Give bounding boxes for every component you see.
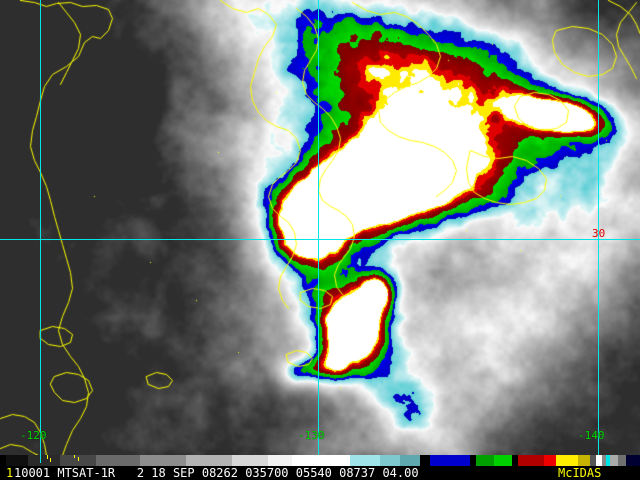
stray-coastline-glyph: 1 [6, 466, 14, 480]
colorbar-segment [380, 455, 400, 466]
colorbar-segment [610, 455, 618, 466]
colorbar-segment [420, 455, 430, 466]
coastline-stub-a [47, 455, 48, 459]
lon-label-130: -130 [298, 429, 325, 442]
colorbar-segment [556, 455, 578, 466]
colorbar-segment [626, 455, 640, 466]
mcidas-branding: McIDAS [558, 466, 602, 480]
colorbar-segment [476, 455, 494, 466]
data-bar-text-row: 10001 MTSAT-1R 2 18 SEP 08262 035700 055… [0, 466, 640, 480]
lon-label-140: -140 [578, 429, 605, 442]
data-bar-label: 10001 MTSAT-1R 2 18 SEP 08262 035700 055… [14, 466, 419, 480]
gridline-lon-140 [598, 0, 599, 455]
colorbar-segment [606, 455, 610, 466]
colorbar-segment [430, 455, 470, 466]
coastline-stub-d [78, 457, 79, 461]
colorbar-segment [232, 455, 268, 466]
colorbar-segment [400, 455, 420, 466]
satellite-imagery-canvas[interactable] [0, 0, 640, 455]
colorbar-segment [596, 455, 602, 466]
lat-label-30: 30 [592, 227, 606, 240]
gridline-lon-130 [318, 0, 319, 455]
data-bar: 10001 MTSAT-1R 2 18 SEP 08262 035700 055… [0, 455, 640, 480]
colorbar-segment [590, 455, 596, 466]
colorbar-segment [6, 455, 28, 466]
enhancement-colorbar [0, 455, 640, 466]
colorbar-segment [292, 455, 350, 466]
colorbar-segment [544, 455, 556, 466]
colorbar-segment [140, 455, 186, 466]
colorbar-segment [494, 455, 512, 466]
satellite-image-area[interactable]: -120 -130 -140 30 [0, 0, 640, 455]
gridline-stub-lon-120 [40, 455, 41, 463]
colorbar-segment [0, 455, 6, 466]
colorbar-segment [96, 455, 140, 466]
colorbar-segment [578, 455, 590, 466]
colorbar-segment [186, 455, 232, 466]
colorbar-segment [512, 455, 518, 466]
lon-label-120: -120 [20, 429, 47, 442]
colorbar-segment [28, 455, 60, 466]
colorbar-segment [350, 455, 380, 466]
colorbar-segment [470, 455, 476, 466]
coastline-stub-c [74, 455, 75, 458]
gridline-lon-120 [40, 0, 41, 455]
colorbar-segment [618, 455, 626, 466]
colorbar-segment [602, 455, 606, 466]
coastline-stub-b [50, 458, 51, 462]
gridline-lat-30 [0, 239, 640, 240]
colorbar-segment [268, 455, 292, 466]
colorbar-segment [518, 455, 544, 466]
